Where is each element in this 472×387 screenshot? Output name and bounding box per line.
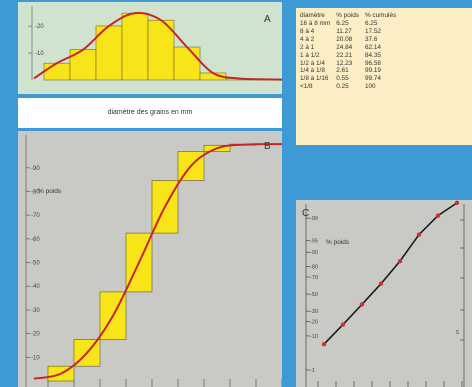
table-row: 16 à 8 mm 6.25 6.25 [300, 20, 402, 28]
chart-b-cumulative: -10 -20 -30 -40 -50 -60 -70 -80 -90 % poids B [18, 131, 282, 387]
table-cell: 2 à 1 [300, 43, 315, 51]
chart-b-y-tick-label: -50 [31, 261, 40, 267]
table-cell: 22.21 [336, 51, 353, 59]
chart-c-point [416, 232, 422, 237]
chart-c-line [323, 202, 458, 345]
chart-a-bar [173, 46, 201, 81]
table-header-cell: % cumulés [364, 12, 397, 19]
table-row: 1 à 1/2 22.21 84.35 [300, 52, 402, 60]
chart-a-curve [33, 11, 282, 81]
chart-c-y-tick-label: -20 [310, 320, 318, 326]
table-cell: 1 à 1/2 [300, 51, 320, 59]
chart-b-ylabel: % poids [38, 188, 62, 195]
chart-c-point [321, 341, 327, 347]
chart-a-panel-label: A [264, 14, 271, 25]
chart-c-panel-label: C [302, 208, 309, 219]
table-header-cell: diamètre [300, 12, 325, 19]
chart-c-probability: -1 -10 -20 -30 -50 -70 -80 -90 -95 -99 5 % poids C [296, 200, 472, 387]
chart-b-y-tick-label: -80 [31, 189, 40, 195]
table-cell: 16 à 8 mm [300, 20, 331, 27]
table-cell: 17.52 [364, 27, 381, 35]
table-cell: <1/8 [300, 83, 313, 91]
table-cell: 0.55 [336, 75, 349, 83]
table-cell: 99.74 [364, 75, 381, 83]
chart-b-panel-label: B [264, 141, 271, 152]
table-row: 1/2 à 1/4 12.23 96.58 [300, 60, 402, 68]
table-cell: 8 à 4 [300, 27, 315, 35]
grain-size-table: diamètre % poids % cumulés 16 à 8 mm 6.25 6.… [296, 8, 472, 145]
chart-c-svg: -1 -10 -20 -30 -50 -70 -80 -90 -95 -99 5 % poids C [302, 200, 465, 387]
table-cell: 6.25 [336, 20, 349, 27]
table-cell: 2.61 [336, 67, 349, 75]
table-cell: 12.23 [336, 59, 353, 67]
chart-b-y-tick-label: -60 [31, 237, 40, 243]
chart-a-histogram: -10 -20 A [18, 2, 282, 94]
chart-c-y-tick-label: -70 [310, 275, 318, 281]
data-table: diamètre % poids % cumulés 16 à 8 mm 6.25 6.… [300, 12, 402, 91]
chart-b-y-tick-label: -30 [31, 308, 40, 314]
table-cell: 62.14 [364, 43, 381, 51]
chart-c-y-tick-label: -10 [310, 334, 318, 340]
chart-b-y-tick-label: -10 [31, 355, 40, 361]
chart-a-xlabel: diamètre des grains en mm [18, 98, 282, 128]
table-cell: 99.19 [364, 67, 381, 75]
chart-c-y-tick-label: -99 [310, 216, 318, 222]
chart-c-point [454, 200, 460, 206]
chart-b-y-tick-label: -20 [31, 332, 40, 338]
chart-a-bar [147, 19, 175, 81]
chart-c-right-tick-label: 5 [456, 330, 459, 336]
chart-c-ylabel: % poids [326, 239, 350, 246]
table-row: 1/4 à 1/8 2.61 99.19 [300, 67, 402, 75]
table-cell: 1/8 à 1/16 [300, 75, 329, 83]
table-cell: 20.08 [336, 35, 353, 43]
table-cell: 0.25 [336, 83, 349, 91]
chart-c-point [435, 213, 441, 218]
table-header-row: diamètre % poids % cumulés [300, 12, 402, 20]
chart-a-y-tick-label: -10 [35, 51, 44, 57]
chart-b-y-tick-label: -70 [31, 213, 40, 219]
table-cell: 84.35 [364, 51, 381, 59]
table-cell: 4 à 2 [300, 35, 315, 43]
table-body: 16 à 8 mm 6.25 6.25 8 à 4 11.27 17.52 4 à 2 20.… [300, 20, 402, 91]
chart-c-y-tick-label: -30 [310, 309, 318, 315]
chart-b-y-tick-label: -90 [31, 166, 40, 172]
chart-c-point [378, 281, 384, 286]
table-row: 4 à 2 20.08 37.6 [300, 36, 402, 44]
chart-c-point [397, 258, 403, 264]
chart-c-y-tick-label: -80 [310, 265, 318, 271]
chart-a-bar [121, 12, 149, 81]
table-cell: 6.25 [364, 20, 378, 27]
table-row: 8 à 4 11.27 17.52 [300, 28, 402, 36]
chart-c-y-tick-label: -1 [310, 368, 315, 374]
table-cell: 1/2 à 1/4 [300, 59, 325, 67]
table-cell: 11.27 [336, 27, 352, 35]
chart-c-point [340, 322, 346, 327]
chart-c-point [359, 302, 365, 307]
chart-a-y-tick-label: -20 [35, 24, 44, 30]
chart-b-curve [33, 143, 282, 380]
table-cell: 96.58 [364, 59, 381, 67]
chart-c-y-tick-label: -90 [310, 250, 318, 256]
table-cell: 24.84 [336, 43, 353, 51]
chart-a-bar [43, 62, 71, 81]
table-row: 1/8 à 1/16 0.55 99.74 [300, 75, 402, 83]
chart-a-svg: -10 -20 A [28, 6, 282, 81]
table-cell: 100 [364, 83, 376, 91]
chart-b-svg: -10 -20 -30 -40 -50 -60 -70 -80 -90 % poids B [25, 135, 282, 387]
table-row: 2 à 1 24.84 62.14 [300, 44, 402, 52]
table-header-cell: % poids [336, 12, 359, 19]
table-cell: 37.6 [364, 35, 378, 43]
chart-c-y-tick-label: -95 [310, 238, 318, 244]
chart-b-y-tick-label: -40 [31, 284, 40, 290]
chart-c-y-tick-label: -50 [310, 292, 318, 298]
table-row: <1/8 0.25 100 [300, 83, 402, 91]
table-cell: 1/4 à 1/8 [300, 67, 325, 75]
